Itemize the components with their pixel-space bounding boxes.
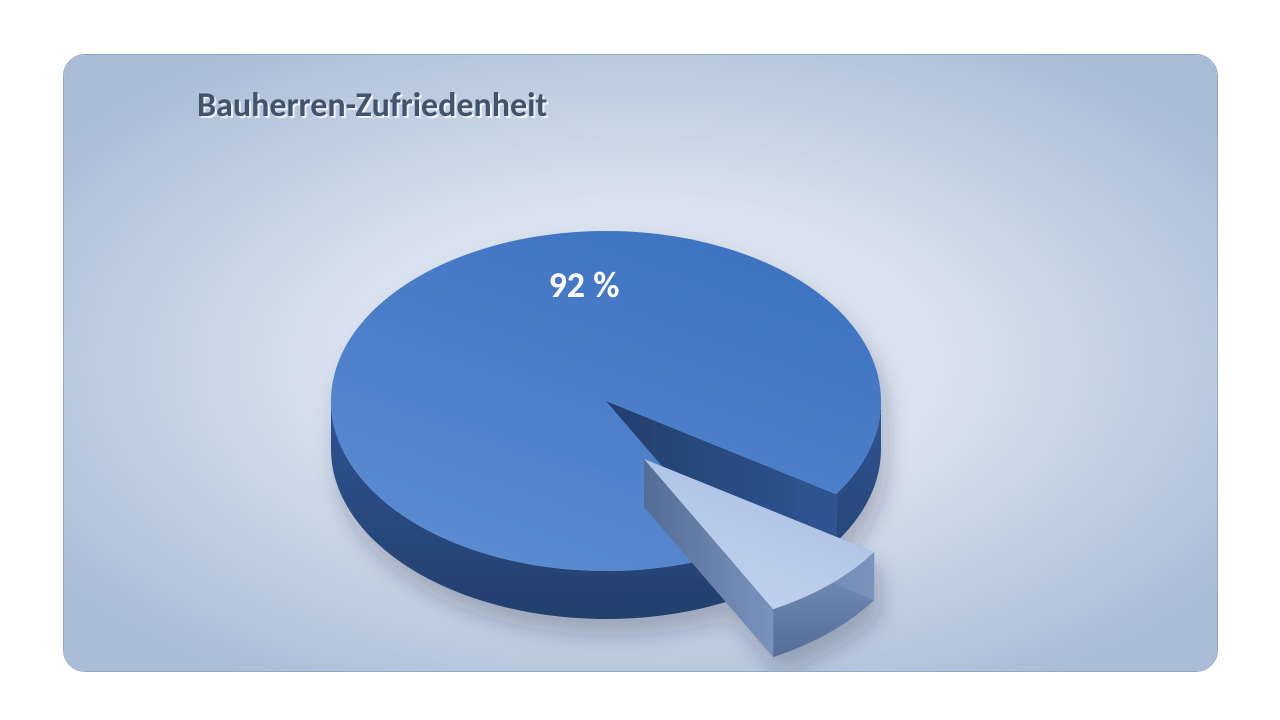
chart-panel: Bauherren-Zufriedenheit 92 % — [63, 54, 1218, 672]
pie-svg — [191, 91, 1021, 672]
slice-satisfied-label: 92 % — [549, 263, 620, 307]
stage: Bauherren-Zufriedenheit 92 % — [0, 0, 1280, 720]
pie-chart — [191, 91, 1021, 672]
